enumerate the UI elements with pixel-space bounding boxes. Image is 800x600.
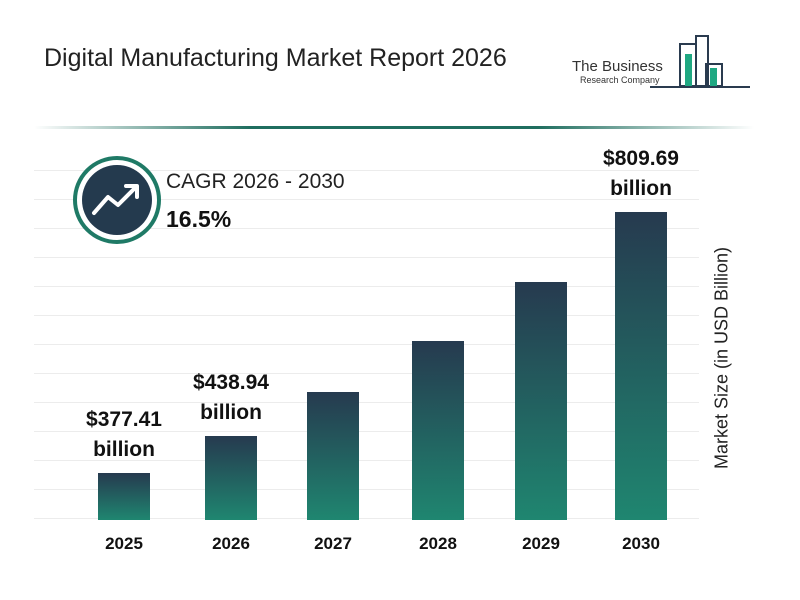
value-label: $438.94 billion — [193, 371, 269, 425]
x-tick-label: 2028 — [419, 534, 457, 553]
y-axis-label: Market Size (in USD Billion) — [711, 246, 732, 470]
cagr-label: CAGR 2026 - 2030 — [166, 170, 345, 193]
cagr-icon — [73, 156, 161, 244]
value-label: $377.41 billion — [86, 408, 162, 462]
x-tick-label: 2030 — [622, 534, 660, 553]
x-tick-label: 2025 — [105, 534, 143, 553]
cagr-value: 16.5% — [166, 206, 232, 232]
divider — [34, 126, 754, 129]
x-tick-label: 2029 — [522, 534, 560, 553]
x-tick-label: 2027 — [314, 534, 352, 553]
logo-graphic — [650, 35, 750, 88]
bar — [307, 392, 359, 520]
bar — [205, 436, 257, 520]
bar — [615, 212, 667, 520]
bar — [412, 341, 464, 520]
bar — [515, 282, 567, 520]
x-tick-label: 2026 — [212, 534, 250, 553]
bar — [98, 473, 150, 520]
value-label: $809.69 billion — [603, 147, 679, 201]
logo-text: The Business — [572, 58, 663, 75]
chart-title: Digital Manufacturing Market Report 2026 — [44, 44, 507, 72]
logo-subtext: Research Company — [580, 75, 660, 85]
